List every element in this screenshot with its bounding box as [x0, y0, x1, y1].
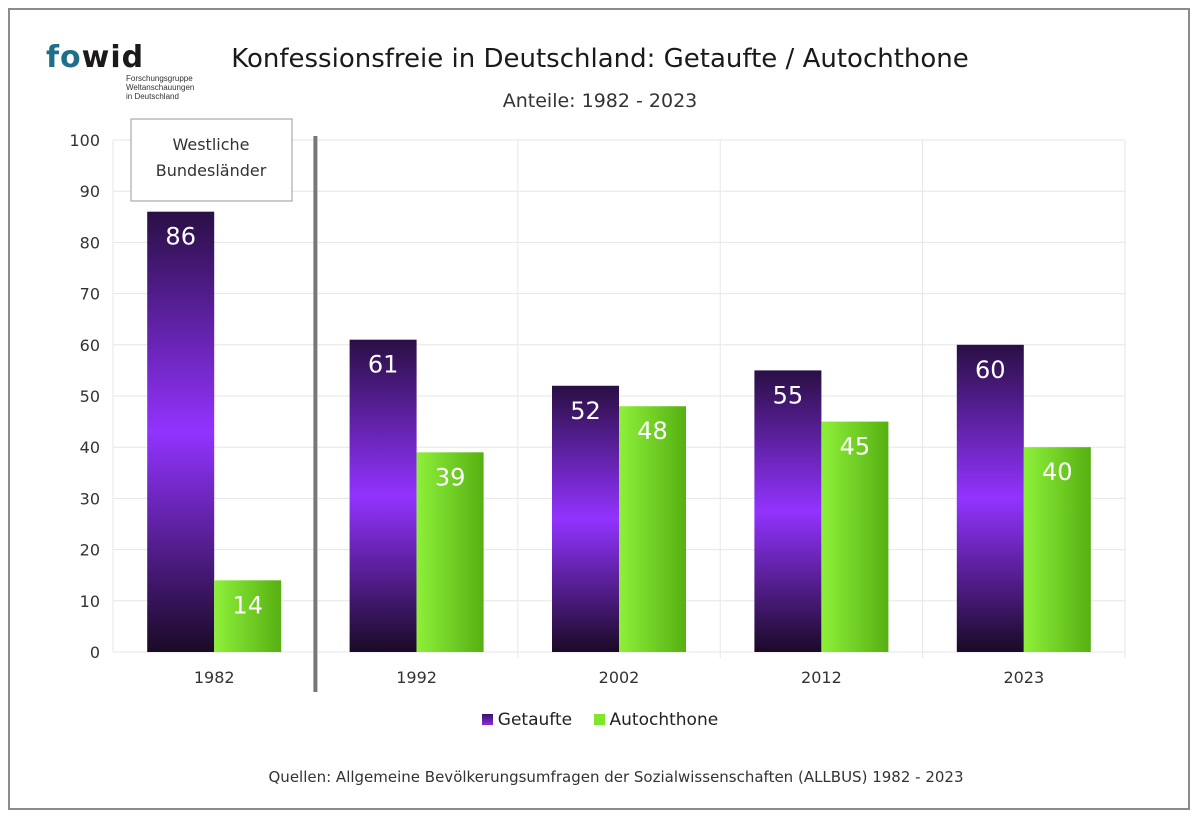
logo-word-wid: wid — [81, 40, 145, 75]
data-label-autochthone: 48 — [637, 417, 668, 445]
legend-item-autochthone: Autochthone — [593, 710, 719, 730]
bar-autochthone — [214, 580, 282, 652]
legend-label-autochthone: Autochthone — [609, 710, 719, 730]
chart-legend: Getaufte Autochthone — [0, 710, 1200, 730]
y-tick-label: 50 — [80, 387, 100, 406]
data-label-getaufte: 55 — [773, 381, 804, 409]
y-tick-label: 20 — [80, 541, 100, 560]
y-tick-label: 60 — [80, 336, 100, 355]
y-tick-label: 80 — [80, 233, 100, 252]
logo-wordmark: fowid — [46, 40, 144, 75]
data-label-autochthone: 45 — [840, 433, 871, 461]
logo-word-fo: fo — [46, 40, 82, 75]
bar-getaufte — [552, 385, 619, 652]
bar-autochthone — [1023, 447, 1091, 652]
x-tick-label: 1992 — [396, 668, 437, 687]
x-tick-label: 2023 — [1003, 668, 1044, 687]
bar-getaufte — [754, 370, 822, 652]
logo-subtitle: Forschungsgruppe Weltanschauungen in Deu… — [126, 74, 195, 101]
x-tick-label: 2002 — [599, 668, 640, 687]
y-tick-label: 0 — [90, 643, 100, 662]
bar-getaufte — [147, 211, 215, 652]
x-tick-label: 1982 — [194, 668, 235, 687]
fowid-logo: fowid Forschungsgruppe Weltanschauungen … — [46, 40, 194, 110]
bar-autochthone — [416, 452, 484, 652]
source-note: Quellen: Allgemeine Bevölkerungsumfragen… — [268, 768, 964, 786]
x-tick-label: 2012 — [801, 668, 842, 687]
data-label-getaufte: 61 — [368, 351, 399, 379]
annotation-box: Westliche Bundesländer — [130, 118, 293, 202]
bar-getaufte — [349, 339, 417, 652]
legend-label-getaufte: Getaufte — [497, 710, 573, 730]
annotation-line2: Bundesländer — [156, 161, 267, 180]
y-tick-label: 30 — [80, 489, 100, 508]
legend-swatch-getaufte — [481, 714, 493, 725]
data-label-autochthone: 40 — [1042, 458, 1073, 486]
data-label-getaufte: 52 — [570, 397, 601, 425]
bar-autochthone — [619, 406, 686, 652]
y-tick-label: 10 — [80, 592, 100, 611]
annotation-line1: Westliche — [172, 135, 249, 154]
chart-title: Konfessionsfreie in Deutschland: Getauft… — [231, 44, 969, 74]
data-label-getaufte: 86 — [165, 223, 196, 251]
legend-swatch-autochthone — [593, 714, 605, 725]
legend-item-getaufte: Getaufte — [481, 710, 573, 730]
chart-subtitle: Anteile: 1982 - 2023 — [502, 90, 698, 112]
y-tick-label: 90 — [80, 182, 100, 201]
y-tick-label: 70 — [80, 285, 100, 304]
y-tick-label: 100 — [69, 131, 100, 150]
bar-getaufte — [956, 344, 1024, 652]
data-label-autochthone: 39 — [435, 463, 466, 491]
bar-autochthone — [821, 421, 889, 652]
data-label-autochthone: 14 — [232, 591, 263, 619]
data-label-getaufte: 60 — [975, 356, 1006, 384]
y-tick-label: 40 — [80, 438, 100, 457]
